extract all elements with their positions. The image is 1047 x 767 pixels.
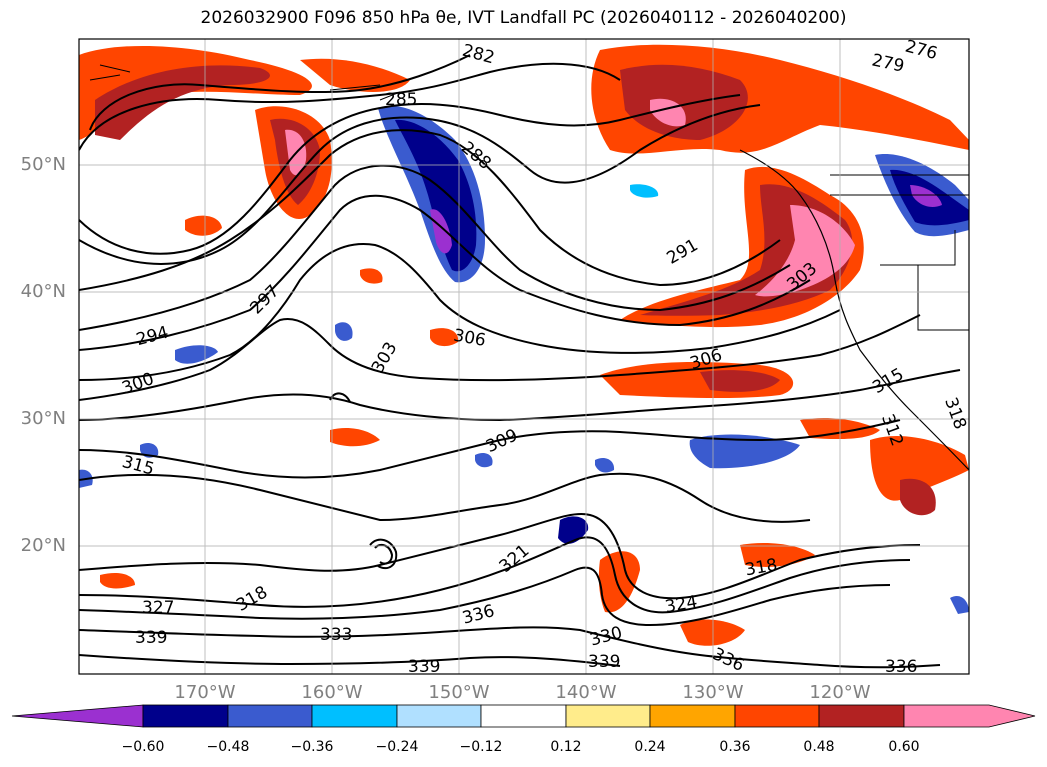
contour-label: 336 [885, 657, 917, 677]
colorbar-bin [142, 704, 229, 728]
contour-label: 285 [385, 90, 417, 110]
colorbar-bin [818, 704, 905, 728]
longitude-label: 150°W [428, 682, 490, 703]
longitude-label: 170°W [174, 682, 236, 703]
latitude-label: 50°N [20, 154, 66, 175]
colorbar-bin [311, 704, 398, 728]
colorbar-bin [565, 704, 651, 728]
colorbar-bin [734, 704, 820, 728]
colorbar-tick-label: 0.36 [719, 739, 751, 755]
colorbar [11, 704, 1036, 728]
contour-label: 339 [408, 657, 440, 677]
colorbar-tick-label: −0.60 [121, 739, 165, 755]
colorbar-tick-label: 0.48 [803, 739, 835, 755]
colorbar-tick-label: −0.36 [290, 739, 334, 755]
longitude-label: 160°W [301, 682, 363, 703]
contour-label: 333 [320, 625, 352, 645]
state-borders [830, 174, 969, 331]
colorbar-tick-label: −0.12 [459, 739, 503, 755]
latitude-label: 30°N [20, 408, 66, 429]
colorbar-tick-label: −0.48 [206, 739, 250, 755]
gridlines [79, 39, 969, 674]
contour-label: 339 [135, 628, 167, 648]
latitude-label: 20°N [20, 535, 66, 556]
contour-label: 339 [588, 652, 620, 672]
map-frame [78, 38, 970, 675]
colorbar-extend-min [11, 704, 144, 728]
longitude-label: 120°W [809, 682, 871, 703]
longitude-label: 130°W [682, 682, 744, 703]
contour-label: 327 [142, 598, 174, 618]
map-panel [79, 39, 969, 674]
colorbar-bin [396, 704, 482, 728]
colorbar-tick-label: 0.24 [634, 739, 666, 755]
colorbar-bin [227, 704, 313, 728]
negative-shading [79, 105, 969, 614]
longitude-label: 140°W [555, 682, 617, 703]
colorbar-extend-max [903, 704, 1036, 728]
colorbar-bin [480, 704, 567, 728]
colorbar-tick-label: −0.24 [375, 739, 419, 755]
colorbar-tick-label: 0.12 [550, 739, 582, 755]
figure-title: 2026032900 F096 850 hPa θe, IVT Landfall… [200, 8, 847, 28]
latitude-label: 40°N [20, 281, 66, 302]
aleutian-coastline [89, 64, 401, 101]
theta-e-contours [79, 54, 961, 669]
colorbar-tick-label: 0.60 [888, 739, 920, 755]
colorbar-bin [649, 704, 736, 728]
